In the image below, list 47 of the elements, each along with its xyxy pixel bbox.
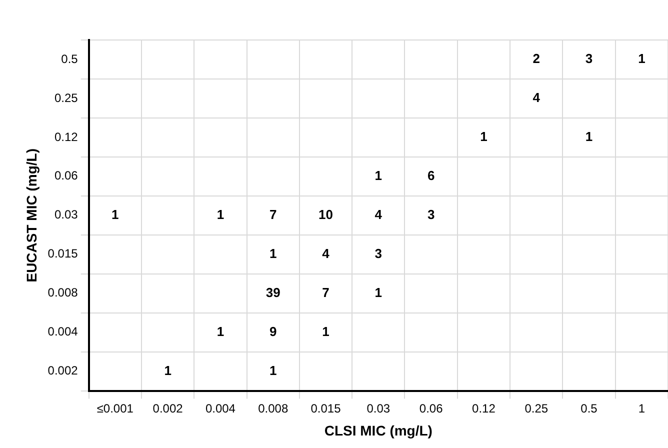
data-label: 1 (269, 362, 277, 378)
x-tick-label: 0.5 (580, 401, 598, 416)
x-tick-label: 0.12 (472, 401, 496, 416)
y-tick-label: 0.12 (54, 130, 78, 144)
data-label: 1 (216, 206, 224, 222)
y-tick-label: 0.06 (54, 168, 78, 183)
data-label: 1 (112, 206, 119, 222)
y-tick-label: 0.25 (54, 90, 78, 105)
x-axis-title: CLSI MIC (mg/L) (324, 422, 432, 438)
data-label: 6 (427, 168, 435, 183)
data-label: 1 (269, 246, 277, 261)
y-tick-label: 0.008 (48, 286, 78, 300)
y-tick-label: 0.03 (54, 208, 78, 222)
y-tick-label: 0.5 (61, 52, 78, 66)
data-label: 7 (322, 284, 330, 300)
data-label: 4 (322, 246, 330, 261)
data-label: 1 (374, 168, 382, 183)
x-tick-label: 0.008 (258, 401, 288, 416)
data-label: 10 (318, 206, 333, 222)
data-label: 1 (480, 129, 488, 144)
data-label: 1 (164, 362, 172, 378)
data-label: 4 (532, 90, 541, 106)
x-tick-label: 0.06 (419, 401, 444, 416)
data-label: 3 (374, 246, 382, 261)
y-tick-label: 0.004 (48, 324, 78, 339)
data-label: 39 (266, 284, 280, 300)
y-tick-label: 0.002 (48, 364, 78, 378)
x-tick-label: 1 (638, 401, 646, 416)
data-label: 1 (585, 129, 593, 144)
y-tick-label: 0.015 (48, 246, 78, 261)
x-tick-label: 0.015 (310, 401, 342, 416)
y-axis-title: EUCAST MIC (mg/L) (23, 148, 40, 282)
x-tick-label: 0.25 (524, 401, 548, 416)
data-label: 1 (322, 324, 330, 339)
x-tick-label: 0.03 (366, 401, 390, 416)
data-label: 1 (638, 51, 646, 66)
data-label: 4 (374, 206, 383, 222)
data-label: 3 (427, 206, 435, 222)
data-label: 9 (269, 324, 277, 339)
data-label: 3 (585, 51, 593, 66)
x-tick-label: 0.004 (205, 401, 236, 416)
data-label: 1 (374, 284, 382, 300)
data-label: 1 (216, 324, 224, 339)
x-tick-label: ≤0.001 (96, 401, 134, 416)
x-tick-label: 0.002 (152, 401, 184, 416)
data-label: 2 (532, 51, 540, 66)
data-label: 7 (269, 206, 277, 222)
